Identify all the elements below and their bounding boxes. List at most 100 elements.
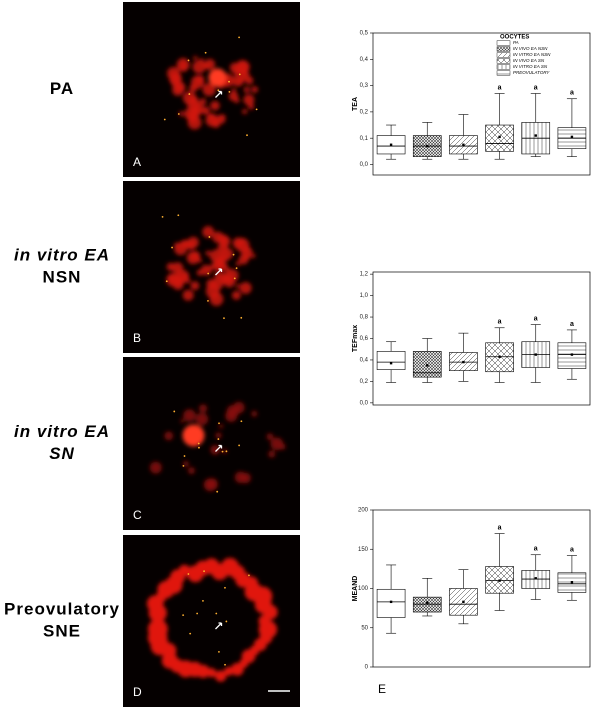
row-label: SNE	[43, 621, 81, 640]
y-tick-label: 0,0	[360, 400, 369, 406]
plot-frame	[372, 32, 591, 176]
box	[376, 588, 406, 618]
micrograph-blob	[238, 78, 244, 85]
micrograph-blob	[231, 290, 241, 300]
micrograph-dot	[235, 267, 238, 270]
micrograph-blob	[195, 412, 209, 426]
micrograph-blob	[191, 103, 204, 116]
micrograph-blob	[251, 86, 259, 93]
y-tick-label: 150	[358, 547, 369, 553]
micrograph-blob	[190, 281, 200, 291]
micrograph-blob	[206, 278, 217, 290]
micrograph-dot	[248, 574, 250, 577]
micrograph-blob	[223, 254, 230, 262]
mean	[389, 143, 393, 146]
micrograph-blob	[164, 431, 174, 441]
panel-letter: A	[133, 155, 141, 169]
micrograph-dot	[177, 214, 180, 217]
micrograph-blob	[187, 467, 195, 475]
micrograph-dot	[165, 280, 168, 283]
micrograph-dot	[202, 600, 204, 602]
panel-letter: D	[133, 685, 142, 699]
y-tick-label: 0,4	[360, 57, 369, 63]
row-label: NSN	[43, 267, 82, 286]
micrograph-blob	[220, 114, 226, 120]
micrograph-blob	[209, 249, 224, 263]
micrograph-dot	[187, 59, 190, 62]
annotation: a	[498, 524, 502, 531]
micrograph-cell	[166, 225, 256, 306]
micrograph-blob	[225, 268, 239, 283]
micrograph-blob	[174, 74, 181, 81]
micrograph-cell	[149, 401, 286, 492]
micrograph-dot	[240, 420, 243, 423]
micrograph-blob	[205, 113, 219, 127]
micrograph-dot	[189, 632, 192, 635]
y-tick-label: 50	[361, 625, 368, 631]
micrograph-blob	[203, 478, 217, 492]
y-tick-label: 0,8	[360, 315, 369, 321]
y-tick-label: 0,2	[360, 109, 369, 115]
annotation: a	[498, 84, 502, 91]
micrograph-blob	[210, 100, 220, 111]
micrograph-dot	[183, 455, 186, 457]
legend-swatch	[496, 46, 511, 52]
micrograph	[123, 357, 300, 530]
micrograph-blob	[224, 666, 234, 676]
micrograph-blob	[235, 261, 241, 267]
micrograph-blob	[212, 231, 224, 243]
micrograph-blob	[235, 284, 241, 289]
micrograph-dot	[233, 277, 236, 280]
mean	[426, 601, 429, 604]
micrograph-dot	[224, 663, 226, 666]
y-tick-label: 200	[358, 508, 369, 514]
micrograph-dot	[187, 573, 190, 575]
micrograph-dot	[196, 612, 199, 615]
box	[485, 566, 514, 594]
micrograph-blob	[243, 245, 250, 252]
micrograph-blob	[200, 264, 212, 276]
mean	[534, 577, 537, 580]
y-tick-label: 0,0	[360, 162, 369, 168]
micrograph-dot	[221, 450, 224, 453]
micrograph-blob	[190, 75, 205, 89]
micrograph-dot	[217, 438, 220, 440]
panel-letter: B	[133, 331, 141, 345]
micrograph-blob	[166, 262, 175, 271]
micrograph-blob	[173, 242, 180, 249]
micrograph-blob	[187, 115, 202, 130]
mean	[389, 361, 393, 365]
y-axis-label: TEFmax	[352, 325, 359, 352]
micrograph-blob	[205, 250, 211, 256]
legend-label: PA	[513, 40, 519, 45]
micrograph-dot	[224, 586, 226, 589]
mean	[570, 135, 574, 139]
micrograph-blob	[243, 86, 250, 93]
micrograph-dot	[182, 464, 185, 467]
micrograph-blob	[242, 108, 248, 115]
panel-letter: C	[133, 508, 142, 522]
mean	[498, 355, 501, 358]
micrograph-blob	[231, 88, 237, 94]
micrograph-blob	[238, 254, 249, 265]
micrograph-blob	[203, 63, 210, 70]
legend-swatch	[496, 40, 511, 46]
box	[485, 124, 514, 152]
micrograph-blob	[230, 662, 244, 676]
micrograph-dot	[173, 410, 176, 413]
mean	[498, 579, 501, 582]
micrograph-dot	[255, 108, 258, 111]
box	[376, 351, 406, 370]
y-tick-label: 0,1	[360, 136, 369, 142]
arrow	[215, 90, 223, 98]
arrow	[215, 268, 223, 276]
legend-swatch	[496, 70, 511, 76]
micrograph-blob	[189, 95, 199, 104]
micrograph-blob	[149, 461, 162, 474]
y-tick-label: 0,3	[360, 83, 369, 89]
row-label: in vitro EA	[14, 422, 110, 441]
micrograph-blob	[266, 433, 274, 441]
micrograph-dot	[197, 442, 200, 445]
micrograph-blob	[193, 55, 198, 61]
arrow	[215, 444, 223, 452]
